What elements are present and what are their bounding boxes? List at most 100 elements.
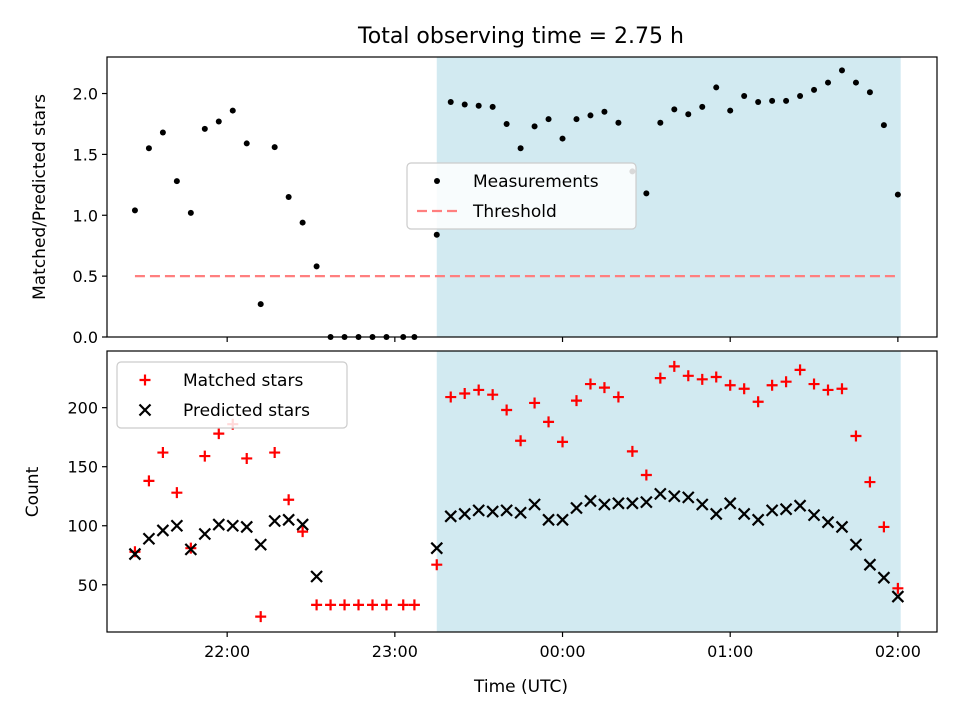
data-point (501, 404, 513, 416)
data-point (255, 611, 267, 623)
legend-label: Matched stars (183, 371, 303, 391)
legend-label: Threshold (472, 202, 557, 222)
legend-marker (139, 374, 151, 386)
data-point (849, 538, 863, 551)
data-point (584, 378, 596, 390)
data-point (752, 396, 764, 408)
data-point (863, 558, 877, 571)
x-tick-label: 22:00 (204, 642, 250, 661)
data-point (201, 125, 208, 132)
data-point (528, 498, 541, 511)
legend-box (116, 361, 348, 429)
data-point (808, 378, 820, 390)
data-point (296, 518, 309, 531)
data-point (769, 97, 776, 104)
data-point (170, 519, 184, 533)
data-point (682, 370, 694, 382)
data-point (709, 507, 723, 521)
data-point (143, 475, 155, 487)
data-point (486, 505, 499, 518)
data-point (500, 504, 513, 517)
data-point (517, 145, 524, 152)
x-tick-label: 00:00 (539, 642, 585, 661)
data-point (366, 599, 378, 611)
data-point (171, 487, 183, 499)
data-point (556, 513, 569, 527)
data-point (724, 379, 736, 391)
data-point (894, 191, 901, 198)
data-point (503, 120, 510, 127)
data-point (601, 108, 608, 115)
data-point (671, 106, 678, 113)
data-point (213, 428, 225, 440)
data-point (668, 360, 680, 372)
data-point (444, 510, 458, 523)
data-point (765, 504, 779, 517)
data-point (668, 489, 681, 503)
data-point (793, 499, 807, 512)
data-point (212, 518, 226, 531)
data-point (794, 364, 806, 376)
data-point (131, 207, 138, 214)
data-point (408, 599, 420, 611)
data-point (473, 384, 485, 396)
data-point (755, 99, 762, 106)
data-point (299, 219, 306, 226)
data-point (184, 543, 198, 556)
data-point (240, 520, 254, 534)
series-measurements (131, 67, 901, 340)
data-point (654, 372, 666, 384)
data-point (654, 487, 667, 501)
data-point (766, 379, 778, 391)
data-point (737, 507, 751, 521)
data-point (472, 504, 485, 517)
data-point (612, 497, 625, 510)
data-point (430, 541, 444, 555)
data-point (892, 582, 904, 594)
data-point (157, 447, 169, 459)
data-point (283, 494, 295, 506)
y-tick-label: 2.0 (73, 85, 98, 104)
data-point (254, 538, 267, 551)
data-point (397, 599, 409, 611)
data-point (243, 140, 250, 147)
data-point (866, 89, 873, 96)
data-point (226, 519, 240, 533)
data-point (699, 103, 706, 110)
data-point (353, 599, 365, 611)
data-point (612, 391, 624, 403)
data-point (145, 145, 152, 152)
y-tick-label: 0.0 (73, 328, 98, 347)
data-point (515, 435, 527, 447)
data-point (584, 494, 597, 508)
y-tick-label: 200 (67, 399, 98, 418)
y-tick-label: 150 (67, 458, 98, 477)
data-point (458, 507, 471, 521)
data-point (811, 86, 818, 93)
data-point (780, 376, 792, 388)
data-point (727, 107, 734, 114)
data-point (598, 498, 611, 511)
legend-box (406, 162, 637, 230)
data-point (723, 497, 737, 510)
data-point (640, 495, 653, 509)
data-point (543, 416, 555, 428)
data-point (836, 383, 848, 395)
data-point (241, 452, 253, 464)
data-point (339, 599, 351, 611)
data-point (598, 382, 610, 394)
top-y-axis-label: Matched/Predicted stars (30, 94, 50, 300)
count-panel: 50 100 150 200 22:00 23:00 00:00 01:00 02:00 Matc… (67, 350, 938, 661)
data-point (542, 513, 555, 527)
data-point (173, 178, 180, 185)
data-point (285, 194, 292, 200)
data-point (325, 599, 337, 611)
data-point (268, 514, 281, 528)
data-point (559, 135, 566, 142)
data-point (529, 397, 541, 409)
data-point (487, 389, 499, 401)
data-point (282, 513, 295, 527)
legend: Matched stars Predicted stars (116, 361, 348, 429)
data-point (198, 527, 212, 541)
